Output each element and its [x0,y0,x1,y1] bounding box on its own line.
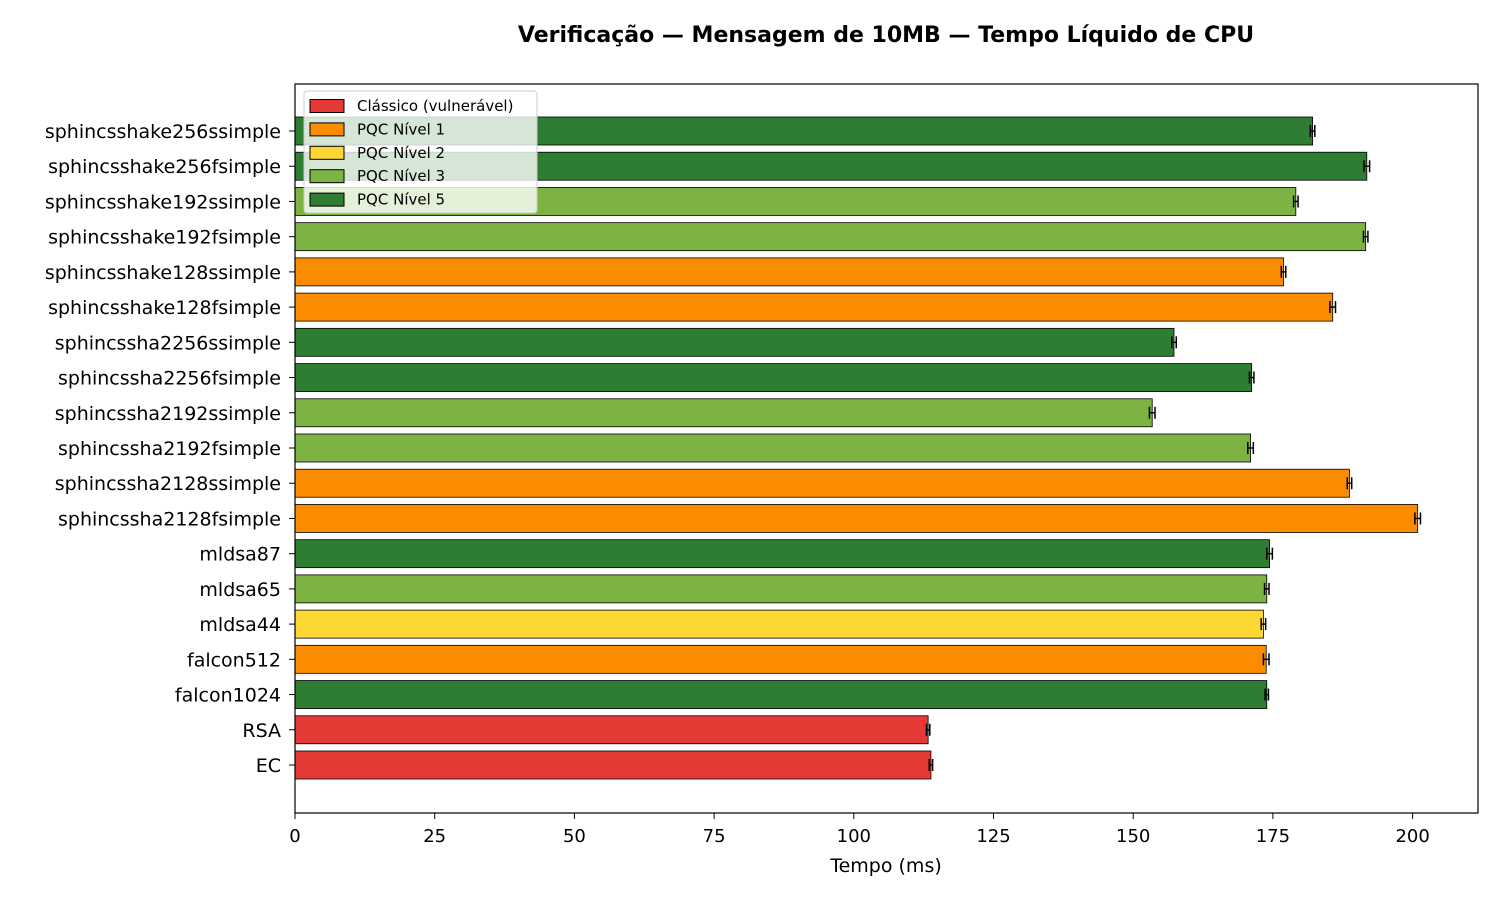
y-tick-label: sphincssha2192fsimple [58,438,281,460]
bar [294,257,1284,287]
x-axis-label: Tempo (ms) [829,855,942,877]
y-tick-label: sphincssha2256ssimple [55,332,281,354]
bar [294,398,1153,428]
bar [294,609,1264,639]
y-tick-label: sphincssha2128fsimple [58,508,281,530]
bar [294,363,1253,392]
bar [294,750,932,780]
y-tick-label: sphincsshake128ssimple [45,262,281,284]
legend-label: Clássico (vulnerável) [357,97,513,115]
legend-label: PQC Nível 3 [357,167,445,185]
y-tick-label: mldsa65 [199,579,281,601]
legend: Clássico (vulnerável) PQC Nível 1 PQC Níve… [303,90,538,214]
x-tick-label: 200 [1395,826,1429,847]
y-tick-label: falcon1024 [175,685,281,707]
legend-swatch [309,122,345,137]
y-tick-label: RSA [242,720,281,742]
y-tick-label: sphincsshake192fsimple [48,227,281,249]
legend-swatch [309,145,345,160]
bar [294,539,1270,569]
x-tick-label: 50 [563,826,586,847]
y-tick-label: sphincsshake256ssimple [45,121,281,143]
bar [294,433,1251,463]
y-tick-label: mldsa87 [199,544,281,566]
y-tick-label: falcon512 [187,649,281,671]
bar [294,715,929,745]
bar [294,574,1268,604]
legend-swatch [309,192,345,207]
bar [294,468,1350,498]
x-tick-label: 125 [976,826,1010,847]
chart-title: Verificação — Mensagem de 10MB — Tempo L… [518,23,1254,48]
x-tick-label: 100 [837,826,871,847]
bar [294,292,1334,322]
legend-swatch [309,99,345,113]
bar [294,680,1268,709]
x-tick-label: 75 [703,826,726,847]
bar [294,644,1267,674]
y-tick-label: sphincssha2192ssimple [55,403,281,425]
errorbars-layer [925,125,1422,771]
y-tick-label: sphincsshake128fsimple [48,297,281,319]
bar [294,222,1367,252]
legend-label: PQC Nível 2 [357,144,445,162]
legend-swatch [309,169,345,184]
y-tick-label: mldsa44 [199,614,281,636]
legend-label: PQC Nível 1 [357,120,445,138]
y-axis-ticks: sphincsshake256ssimple sphincsshake256fsi… [45,121,295,777]
plot-frame [294,83,1479,814]
x-axis-ticks: 0 25 50 75 100 125 150 175 200 [289,813,1430,847]
x-tick-label: 0 [289,826,300,847]
bar [294,504,1419,533]
y-tick-label: sphincsshake192ssimple [45,191,281,213]
y-tick-label: sphincsshake256fsimple [48,156,281,178]
x-tick-label: 25 [423,826,446,847]
bar [294,327,1175,357]
x-tick-label: 150 [1116,826,1150,847]
y-tick-label: EC [256,755,281,777]
y-tick-label: sphincssha2256fsimple [58,368,281,390]
x-tick-label: 175 [1256,826,1290,847]
legend-label: PQC Nível 5 [357,191,445,209]
legend-box [303,90,538,214]
y-tick-label: sphincssha2128ssimple [55,473,281,495]
